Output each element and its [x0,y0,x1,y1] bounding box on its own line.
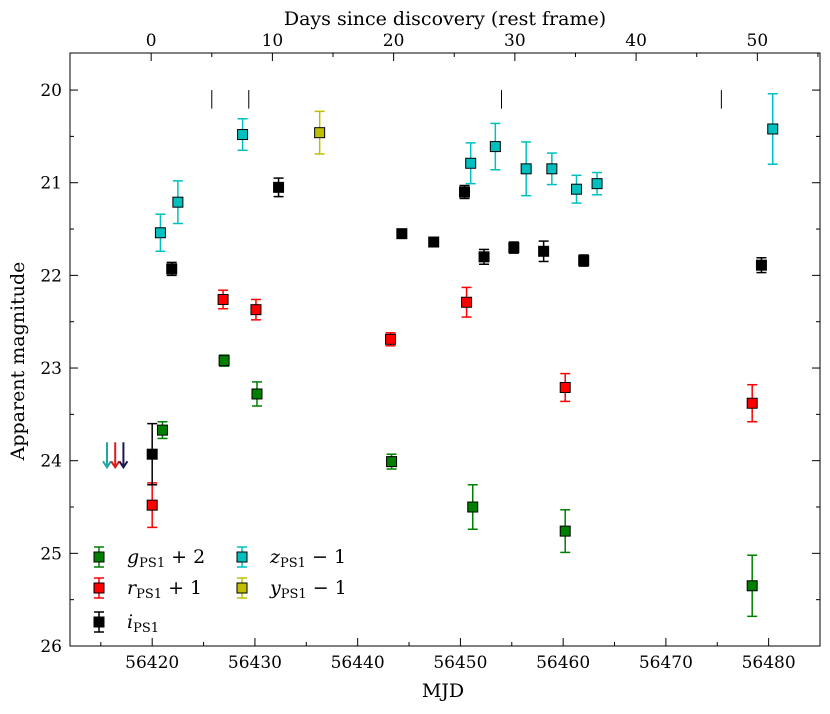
y-tick-label: 25 [40,544,62,564]
upper-limit-arrowhead-i [118,460,129,470]
data-point-z [591,178,603,190]
legend-label-r: rPS1 + 1 [127,577,202,602]
top-tick-label: 30 [504,31,526,51]
legend-label-z: zPS1 − 1 [269,546,346,571]
data-point-y [314,127,326,139]
legend-label-y: yPS1 − 1 [269,577,347,602]
top-tick-label: 0 [146,31,157,51]
y-tick-label: 22 [40,266,62,286]
data-point-z [154,227,166,239]
y-axis-label: Apparent magnitude [7,262,29,462]
data-point-g [559,525,571,537]
data-point-z [520,163,532,175]
upper-limit-arrows [102,442,129,470]
x-tick-label: 56470 [639,653,693,673]
data-point-z [465,157,477,169]
data-point-i [146,448,158,460]
spectrum-epoch-markers [211,90,722,109]
data-point-z [489,141,501,153]
data-point-i [459,186,471,198]
upper-limit-arrowhead-r [110,460,121,470]
legend-marker-z [236,551,248,563]
top-axis-label: Days since discovery (rest frame) [284,8,606,30]
y-tick-label: 20 [40,81,62,101]
data-point-z [767,123,779,135]
data-point-i [755,259,767,271]
data-point-r [250,304,262,316]
data-point-z [546,163,558,175]
data-point-r [217,293,229,305]
data-point-r [461,296,473,308]
y-tick-label: 26 [40,637,62,657]
upper-limit-arrowhead-z [102,460,112,470]
data-point-g [467,501,479,513]
x-tick-label: 56420 [125,653,179,673]
x-tick-label: 56440 [331,653,385,673]
data-points [146,93,779,618]
data-point-i [478,251,490,263]
data-point-i [508,242,520,254]
data-point-r [559,381,571,393]
x-axis-label: MJD [422,680,464,702]
plot-area [69,52,821,647]
top-tick-label: 40 [625,31,647,51]
y-tick-label: 23 [40,359,62,379]
data-point-i [396,228,408,240]
top-tick-label: 20 [383,31,405,51]
x-tick-label: 56430 [228,653,282,673]
x-tick-label: 56480 [742,653,796,673]
data-point-r [746,397,758,409]
axis-ticks: 56420 56430 56440 56450 56460 56470 56480 0 10 20… [40,31,820,673]
x-tick-label: 56450 [433,653,487,673]
top-tick-label: 50 [747,31,769,51]
data-point-r [146,499,158,511]
data-point-i [428,236,440,248]
data-point-g [746,580,758,592]
data-point-i [578,255,590,267]
y-tick-label: 21 [40,174,62,194]
x-tick-label: 56460 [536,653,590,673]
data-point-z [237,129,249,141]
legend: gPS1 + 2 rPS1 + 1 iPS1 zPS1 − 1 yPS1 − 1 [93,546,347,636]
data-point-i [273,181,285,193]
legend-marker-g [93,551,105,563]
legend-marker-r [93,582,105,594]
y-tick-label: 24 [40,452,62,472]
data-point-g [156,424,168,436]
plot-frame [69,52,821,647]
data-point-i [166,263,178,275]
top-tick-label: 10 [262,31,284,51]
legend-label-i: iPS1 [127,611,159,636]
data-point-r [385,333,397,345]
data-point-z [571,183,583,195]
data-point-i [538,245,550,257]
data-point-g [251,388,263,400]
legend-marker-y [236,582,248,594]
data-point-z [172,196,184,208]
data-point-g [218,355,230,367]
data-point-g [386,456,398,468]
legend-label-g: gPS1 + 2 [127,546,205,571]
legend-marker-i [93,616,105,628]
